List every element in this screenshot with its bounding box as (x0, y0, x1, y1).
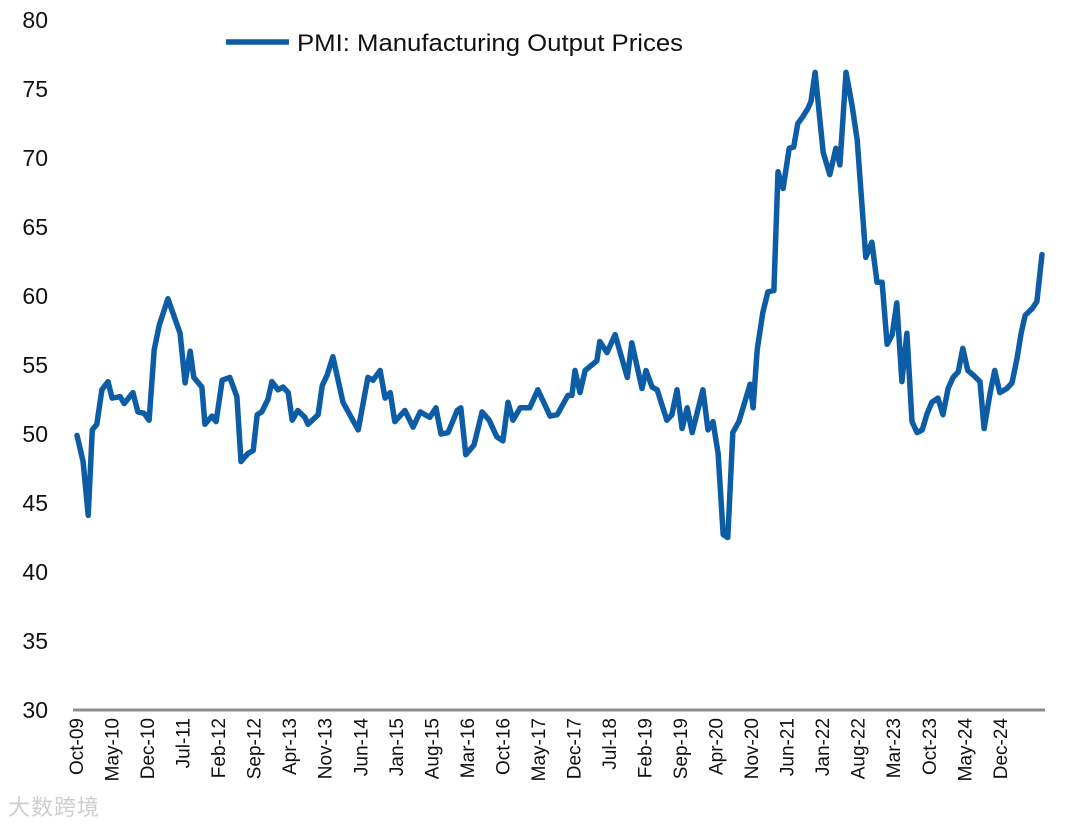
y-tick-label: 45 (22, 490, 48, 516)
x-tick-label: Sep-12 (245, 718, 266, 779)
x-tick-label: Dec-10 (138, 718, 159, 779)
y-tick-label: 50 (22, 421, 48, 447)
x-tick-label: Jan-22 (813, 718, 834, 776)
y-tick-label: 55 (22, 352, 48, 378)
y-tick-label: 75 (22, 76, 48, 102)
x-tick-label: Jun-21 (778, 718, 799, 776)
x-tick-label: Aug-15 (422, 718, 443, 779)
x-tick-label: Jun-14 (351, 718, 372, 777)
x-axis-ticks: Oct-09 May-10 Dec-10 Jul-11 Feb-12 Sep-12 Apr-… (67, 718, 1012, 782)
legend: PMI: Manufacturing Output Prices (226, 30, 683, 57)
x-tick-label: Dec-17 (564, 718, 585, 779)
y-tick-label: 30 (22, 697, 48, 723)
y-tick-label: 65 (22, 214, 48, 240)
x-tick-label: Apr-13 (280, 718, 301, 775)
x-tick-label: Aug-22 (849, 718, 870, 779)
x-tick-label: Apr-20 (707, 718, 728, 775)
x-tick-label: Jul-18 (600, 718, 621, 770)
x-tick-label: Dec-24 (991, 718, 1012, 780)
y-axis-ticks: 30 35 40 45 50 55 60 65 70 75 80 (22, 7, 48, 723)
x-tick-label: Sep-19 (671, 718, 692, 779)
y-tick-label: 70 (22, 145, 48, 171)
y-tick-label: 40 (22, 559, 48, 585)
x-tick-label: May-10 (103, 718, 124, 781)
series-line-pmi-output-prices (74, 69, 1045, 541)
x-tick-label: May-17 (529, 718, 550, 781)
x-tick-label: Feb-19 (636, 718, 657, 778)
y-tick-label: 60 (22, 283, 48, 309)
y-tick-label: 35 (22, 628, 48, 654)
x-tick-label: Mar-23 (884, 718, 905, 778)
y-tick-label: 80 (22, 7, 48, 33)
x-tick-label: Feb-12 (209, 718, 230, 778)
x-tick-label: Nov-20 (742, 718, 763, 779)
x-tick-label: Jan-15 (387, 718, 408, 776)
watermark: 大数跨境 (8, 796, 101, 821)
x-tick-label: Oct-23 (920, 718, 941, 775)
x-tick-label: May-24 (955, 718, 976, 782)
x-tick-label: Oct-16 (493, 718, 514, 775)
legend-label: PMI: Manufacturing Output Prices (297, 30, 683, 57)
x-tick-label: Mar-16 (458, 718, 479, 778)
x-tick-label: Oct-09 (67, 718, 88, 775)
x-tick-label: Nov-13 (316, 718, 337, 779)
x-tick-label: Jul-11 (174, 718, 195, 768)
